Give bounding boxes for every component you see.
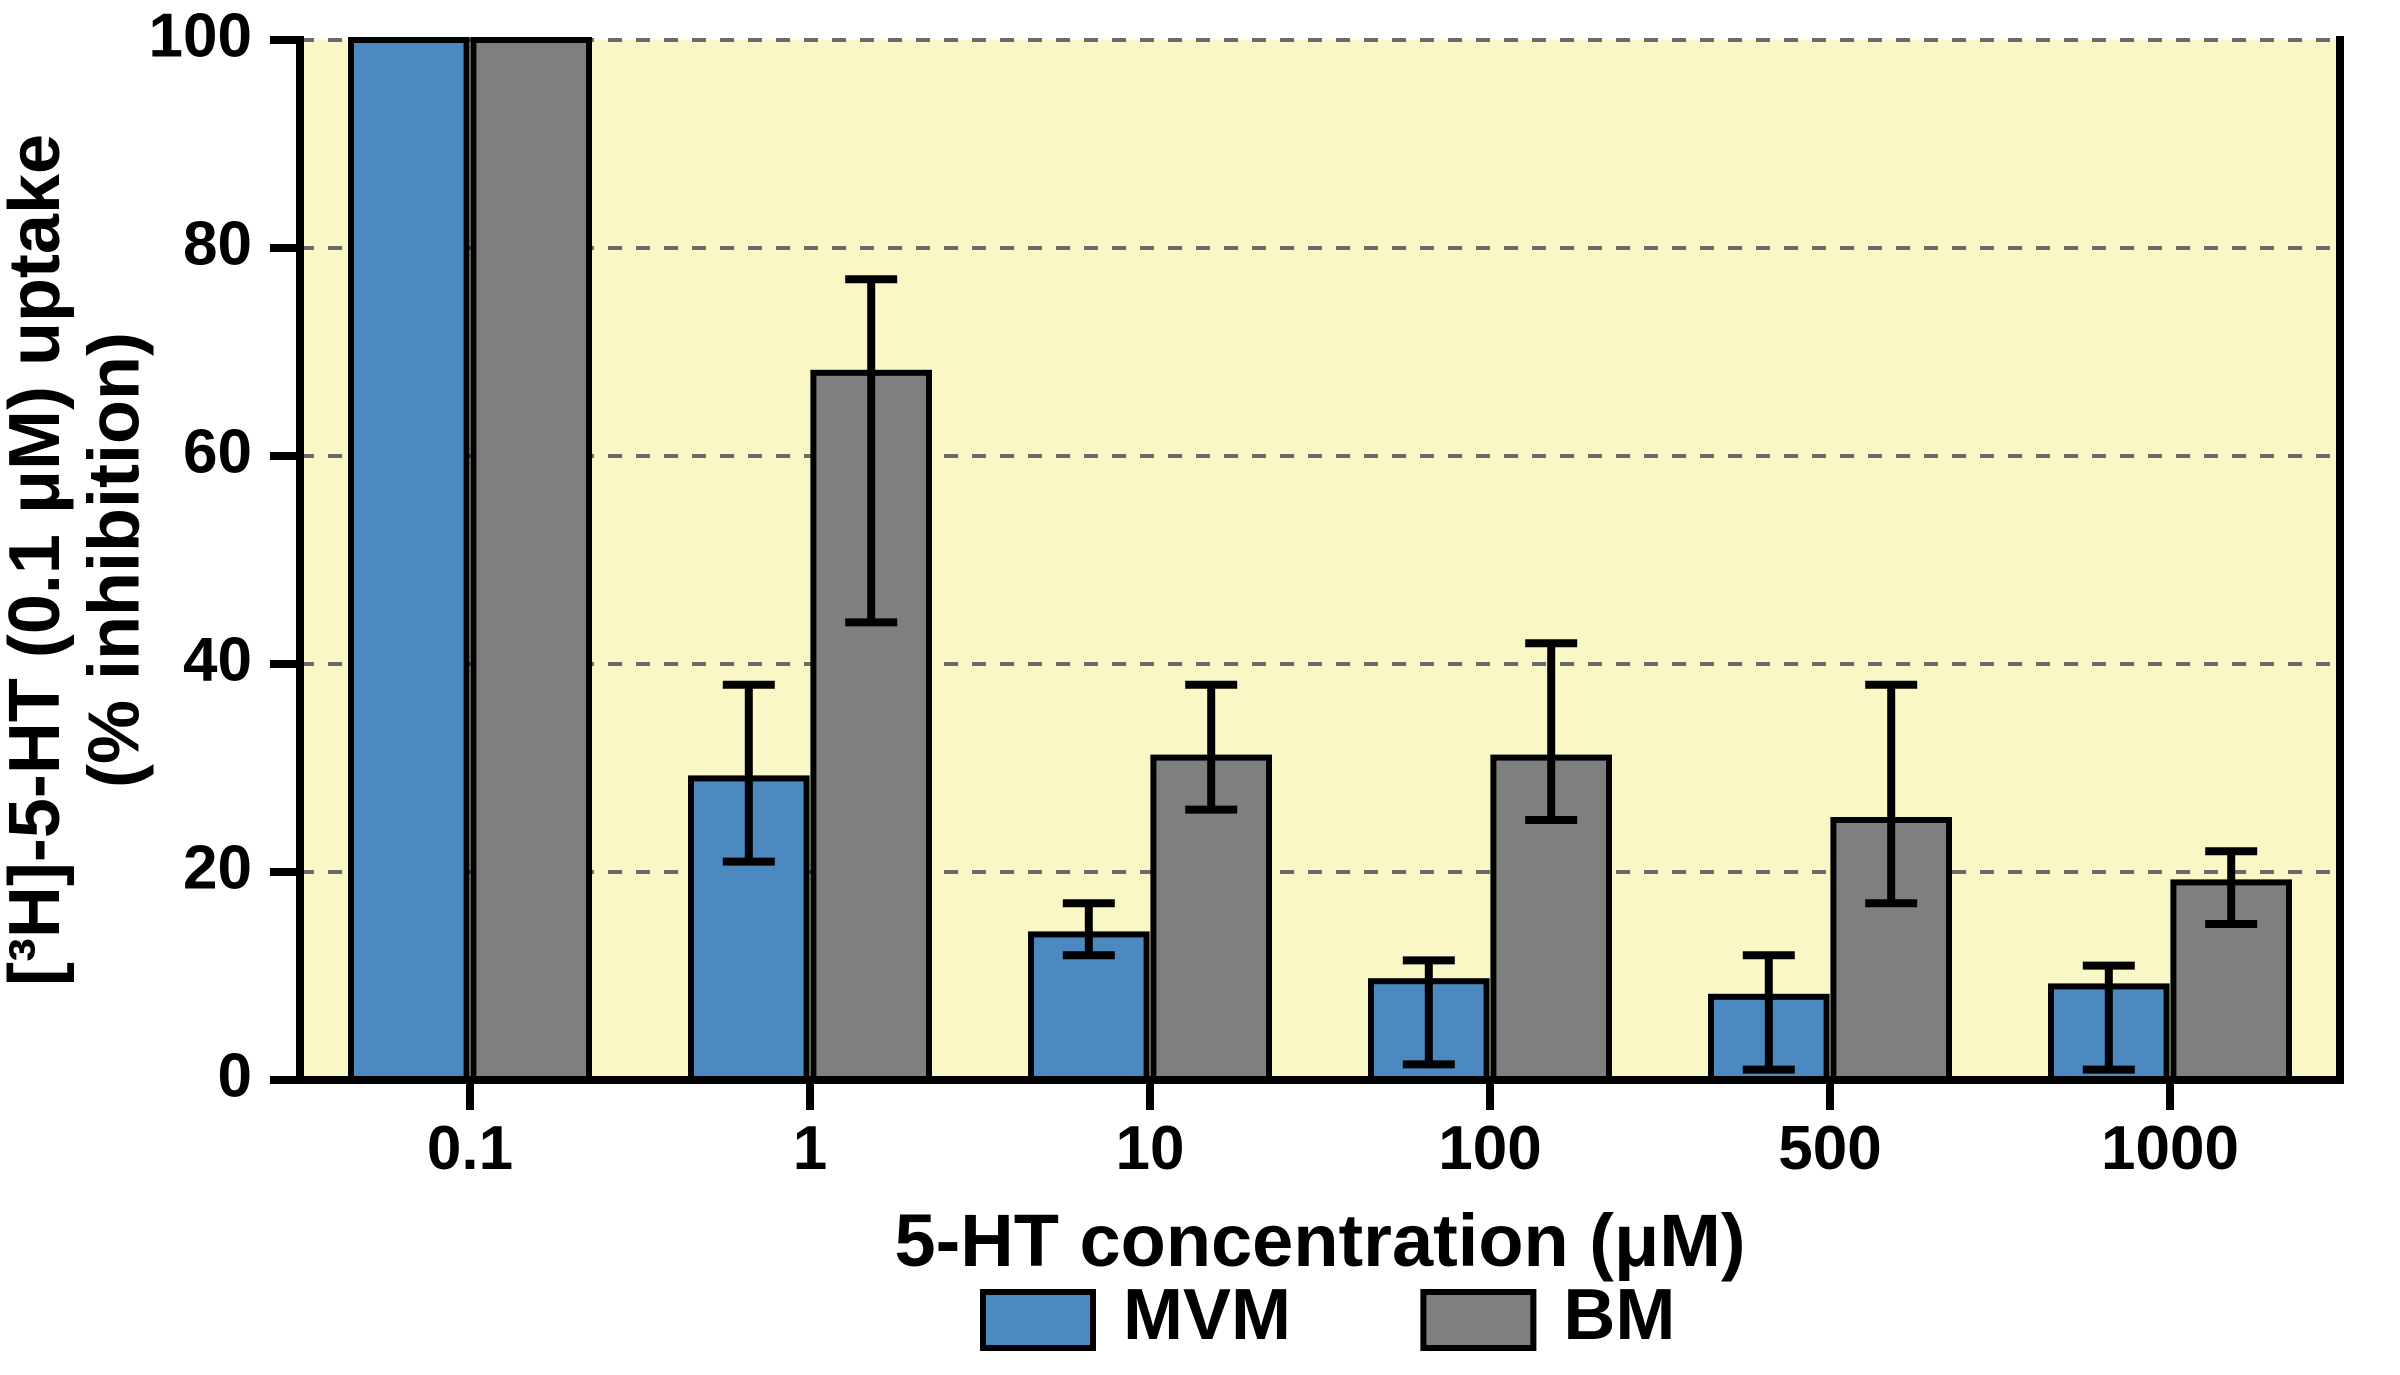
y-axis-label: [³H]-5-HT (0.1 μM) uptake(% inhibition)	[0, 134, 154, 986]
legend-swatch	[1423, 1292, 1533, 1348]
x-tick-label: 500	[1778, 1114, 1881, 1183]
chart-svg: 0 20 40 60 80 100 0.1 1 10 100 500 1000 5-HT concent…	[0, 0, 2400, 1375]
x-tick-label: 1000	[2101, 1114, 2239, 1183]
bar	[473, 40, 589, 1080]
x-axis-label: 5-HT concentration (μM)	[894, 1199, 1745, 1282]
y-tick-label: 20	[183, 833, 252, 902]
bar	[351, 40, 467, 1080]
legend-label: BM	[1563, 1275, 1675, 1355]
x-tick-label: 1	[793, 1114, 827, 1183]
legend-label: MVM	[1123, 1275, 1291, 1355]
chart-container: 0 20 40 60 80 100 0.1 1 10 100 500 1000 5-HT concent…	[0, 0, 2400, 1375]
y-tick-label: 0	[218, 1041, 252, 1110]
x-tick-label: 100	[1438, 1114, 1541, 1183]
y-tick-label: 60	[183, 417, 252, 486]
x-tick-label: 10	[1116, 1114, 1185, 1183]
plot-background	[300, 40, 2340, 1080]
x-tick-label: 0.1	[427, 1114, 513, 1183]
y-tick-label: 40	[183, 625, 252, 694]
y-tick-label: 100	[149, 1, 252, 70]
legend-swatch	[983, 1292, 1093, 1348]
y-tick-label: 80	[183, 209, 252, 278]
